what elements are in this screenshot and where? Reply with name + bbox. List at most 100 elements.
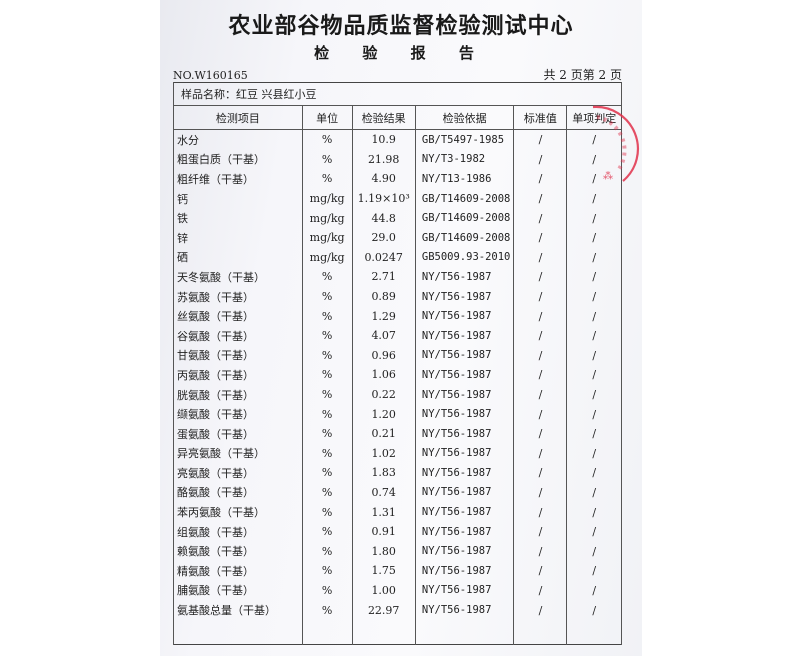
unit-cell: %	[301, 306, 353, 326]
test-method-cell: GB/T14609-2008	[414, 188, 515, 209]
judgement-cell: /	[566, 404, 622, 424]
table-row: 苯丙氨酸（干基）% 1.31 NY/T56-1987//	[173, 502, 622, 522]
judgement-cell: /	[566, 384, 622, 405]
judgement-cell: /	[566, 521, 622, 542]
report-institution-title: 农业部谷物品质监督检验测试中心	[228, 13, 574, 39]
standard-value-cell: /	[513, 404, 568, 424]
test-method-cell: NY/T56-1987	[414, 502, 515, 522]
result-cell: 0.89	[351, 286, 416, 307]
result-cell: 1.02	[351, 443, 416, 464]
test-method-cell: NY/T56-1987	[414, 463, 515, 483]
result-cell: 1.75	[351, 561, 416, 581]
item-name-cell: 蛋氨酸（干基）	[173, 423, 303, 444]
test-method-cell: NY/T56-1987	[414, 365, 515, 385]
item-name-cell: 粗纤维（干基）	[173, 169, 303, 189]
table-row: 丝氨酸（干基）% 1.29 NY/T56-1987//	[173, 306, 622, 326]
table-row: 亮氨酸（干基）% 1.83 NY/T56-1987//	[173, 463, 622, 483]
judgement-cell: /	[566, 502, 622, 522]
report-number: NO.W160165	[173, 69, 248, 82]
column-header: 单项判定	[566, 105, 622, 130]
unit-cell: %	[301, 267, 353, 287]
sample-name-row: 样品名称：红豆 兴县红小豆	[173, 82, 622, 106]
unit-cell: %	[301, 443, 353, 464]
item-name-cell: 亮氨酸（干基）	[173, 463, 303, 483]
unit-cell: %	[301, 482, 353, 503]
item-name-cell: 精氨酸（干基）	[173, 561, 303, 581]
standard-value-cell: /	[513, 169, 568, 189]
result-cell: 44.8	[351, 208, 416, 228]
result-cell: 0.0247	[351, 247, 416, 268]
standard-value-cell: /	[513, 325, 568, 346]
judgement-cell: /	[566, 149, 622, 170]
blank-cell	[301, 619, 353, 645]
table-row: 赖氨酸（干基）% 1.80 NY/T56-1987//	[173, 541, 622, 562]
unit-cell: %	[301, 600, 353, 620]
blank-cell	[173, 619, 303, 645]
standard-value-cell: /	[513, 286, 568, 307]
item-name-cell: 赖氨酸（干基）	[173, 541, 303, 562]
result-cell: 1.20	[351, 404, 416, 424]
judgement-cell: /	[566, 463, 622, 483]
item-name-cell: 粗蛋白质（干基）	[173, 149, 303, 170]
test-method-cell: GB/T14609-2008	[414, 208, 515, 228]
judgement-cell: /	[566, 208, 622, 228]
report-subtitle: 检 验 报 告	[314, 44, 488, 62]
standard-value-cell: /	[513, 423, 568, 444]
table-row: 氨基酸总量（干基）% 22.97 NY/T56-1987//	[173, 600, 622, 620]
item-name-cell: 缬氨酸（干基）	[173, 404, 303, 424]
item-name-cell: 异亮氨酸（干基）	[173, 443, 303, 464]
column-header: 检验结果	[351, 105, 416, 130]
unit-cell: mg/kg	[301, 208, 353, 228]
unit-cell: %	[301, 502, 353, 522]
table-row: 甘氨酸（干基）% 0.96 NY/T56-1987//	[173, 345, 622, 366]
unit-cell: %	[301, 521, 353, 542]
blank-row	[173, 619, 622, 645]
standard-value-cell: /	[513, 443, 568, 464]
blank-cell	[513, 619, 568, 645]
item-name-cell: 水分	[173, 129, 303, 150]
table-row: 胱氨酸（干基）% 0.22 NY/T56-1987//	[173, 384, 622, 405]
column-header: 标准值	[513, 105, 568, 130]
test-method-cell: NY/T56-1987	[414, 561, 515, 581]
result-cell: 1.29	[351, 306, 416, 326]
table-row: 精氨酸（干基）% 1.75 NY/T56-1987//	[173, 561, 622, 581]
item-name-cell: 锌	[173, 227, 303, 248]
result-cell: 0.74	[351, 482, 416, 503]
report-page: 农业部谷物品质监督检验测试中心 检 验 报 告 NO.W160165 共 2 页…	[160, 0, 642, 656]
item-name-cell: 脯氨酸（干基）	[173, 580, 303, 601]
test-method-cell: NY/T56-1987	[414, 580, 515, 601]
test-method-cell: NY/T56-1987	[414, 286, 515, 307]
item-name-cell: 甘氨酸（干基）	[173, 345, 303, 366]
standard-value-cell: /	[513, 208, 568, 228]
standard-value-cell: /	[513, 345, 568, 366]
test-method-cell: NY/T56-1987	[414, 404, 515, 424]
result-cell: 0.91	[351, 521, 416, 542]
test-method-cell: NY/T56-1987	[414, 443, 515, 464]
blank-cell	[566, 619, 622, 645]
result-cell: 1.00	[351, 580, 416, 601]
column-header: 单位	[301, 105, 353, 130]
unit-cell: %	[301, 365, 353, 385]
standard-value-cell: /	[513, 600, 568, 620]
test-method-cell: NY/T56-1987	[414, 267, 515, 287]
unit-cell: %	[301, 463, 353, 483]
test-method-cell: NY/T56-1987	[414, 384, 515, 405]
judgement-cell: /	[566, 188, 622, 209]
item-name-cell: 酪氨酸（干基）	[173, 482, 303, 503]
test-method-cell: NY/T56-1987	[414, 521, 515, 542]
test-method-cell: GB5009.93-2010	[414, 247, 515, 268]
item-name-cell: 铁	[173, 208, 303, 228]
result-cell: 0.22	[351, 384, 416, 405]
test-method-cell: NY/T56-1987	[414, 541, 515, 562]
unit-cell: %	[301, 345, 353, 366]
judgement-cell: /	[566, 561, 622, 581]
judgement-cell: /	[566, 169, 622, 189]
judgement-cell: /	[566, 325, 622, 346]
unit-cell: mg/kg	[301, 247, 353, 268]
table-row: 组氨酸（干基）% 0.91 NY/T56-1987//	[173, 521, 622, 542]
table-row: 谷氨酸（干基）% 4.07 NY/T56-1987//	[173, 325, 622, 346]
unit-cell: %	[301, 384, 353, 405]
test-method-cell: NY/T3-1982	[414, 149, 515, 170]
unit-cell: %	[301, 169, 353, 189]
result-cell: 1.80	[351, 541, 416, 562]
